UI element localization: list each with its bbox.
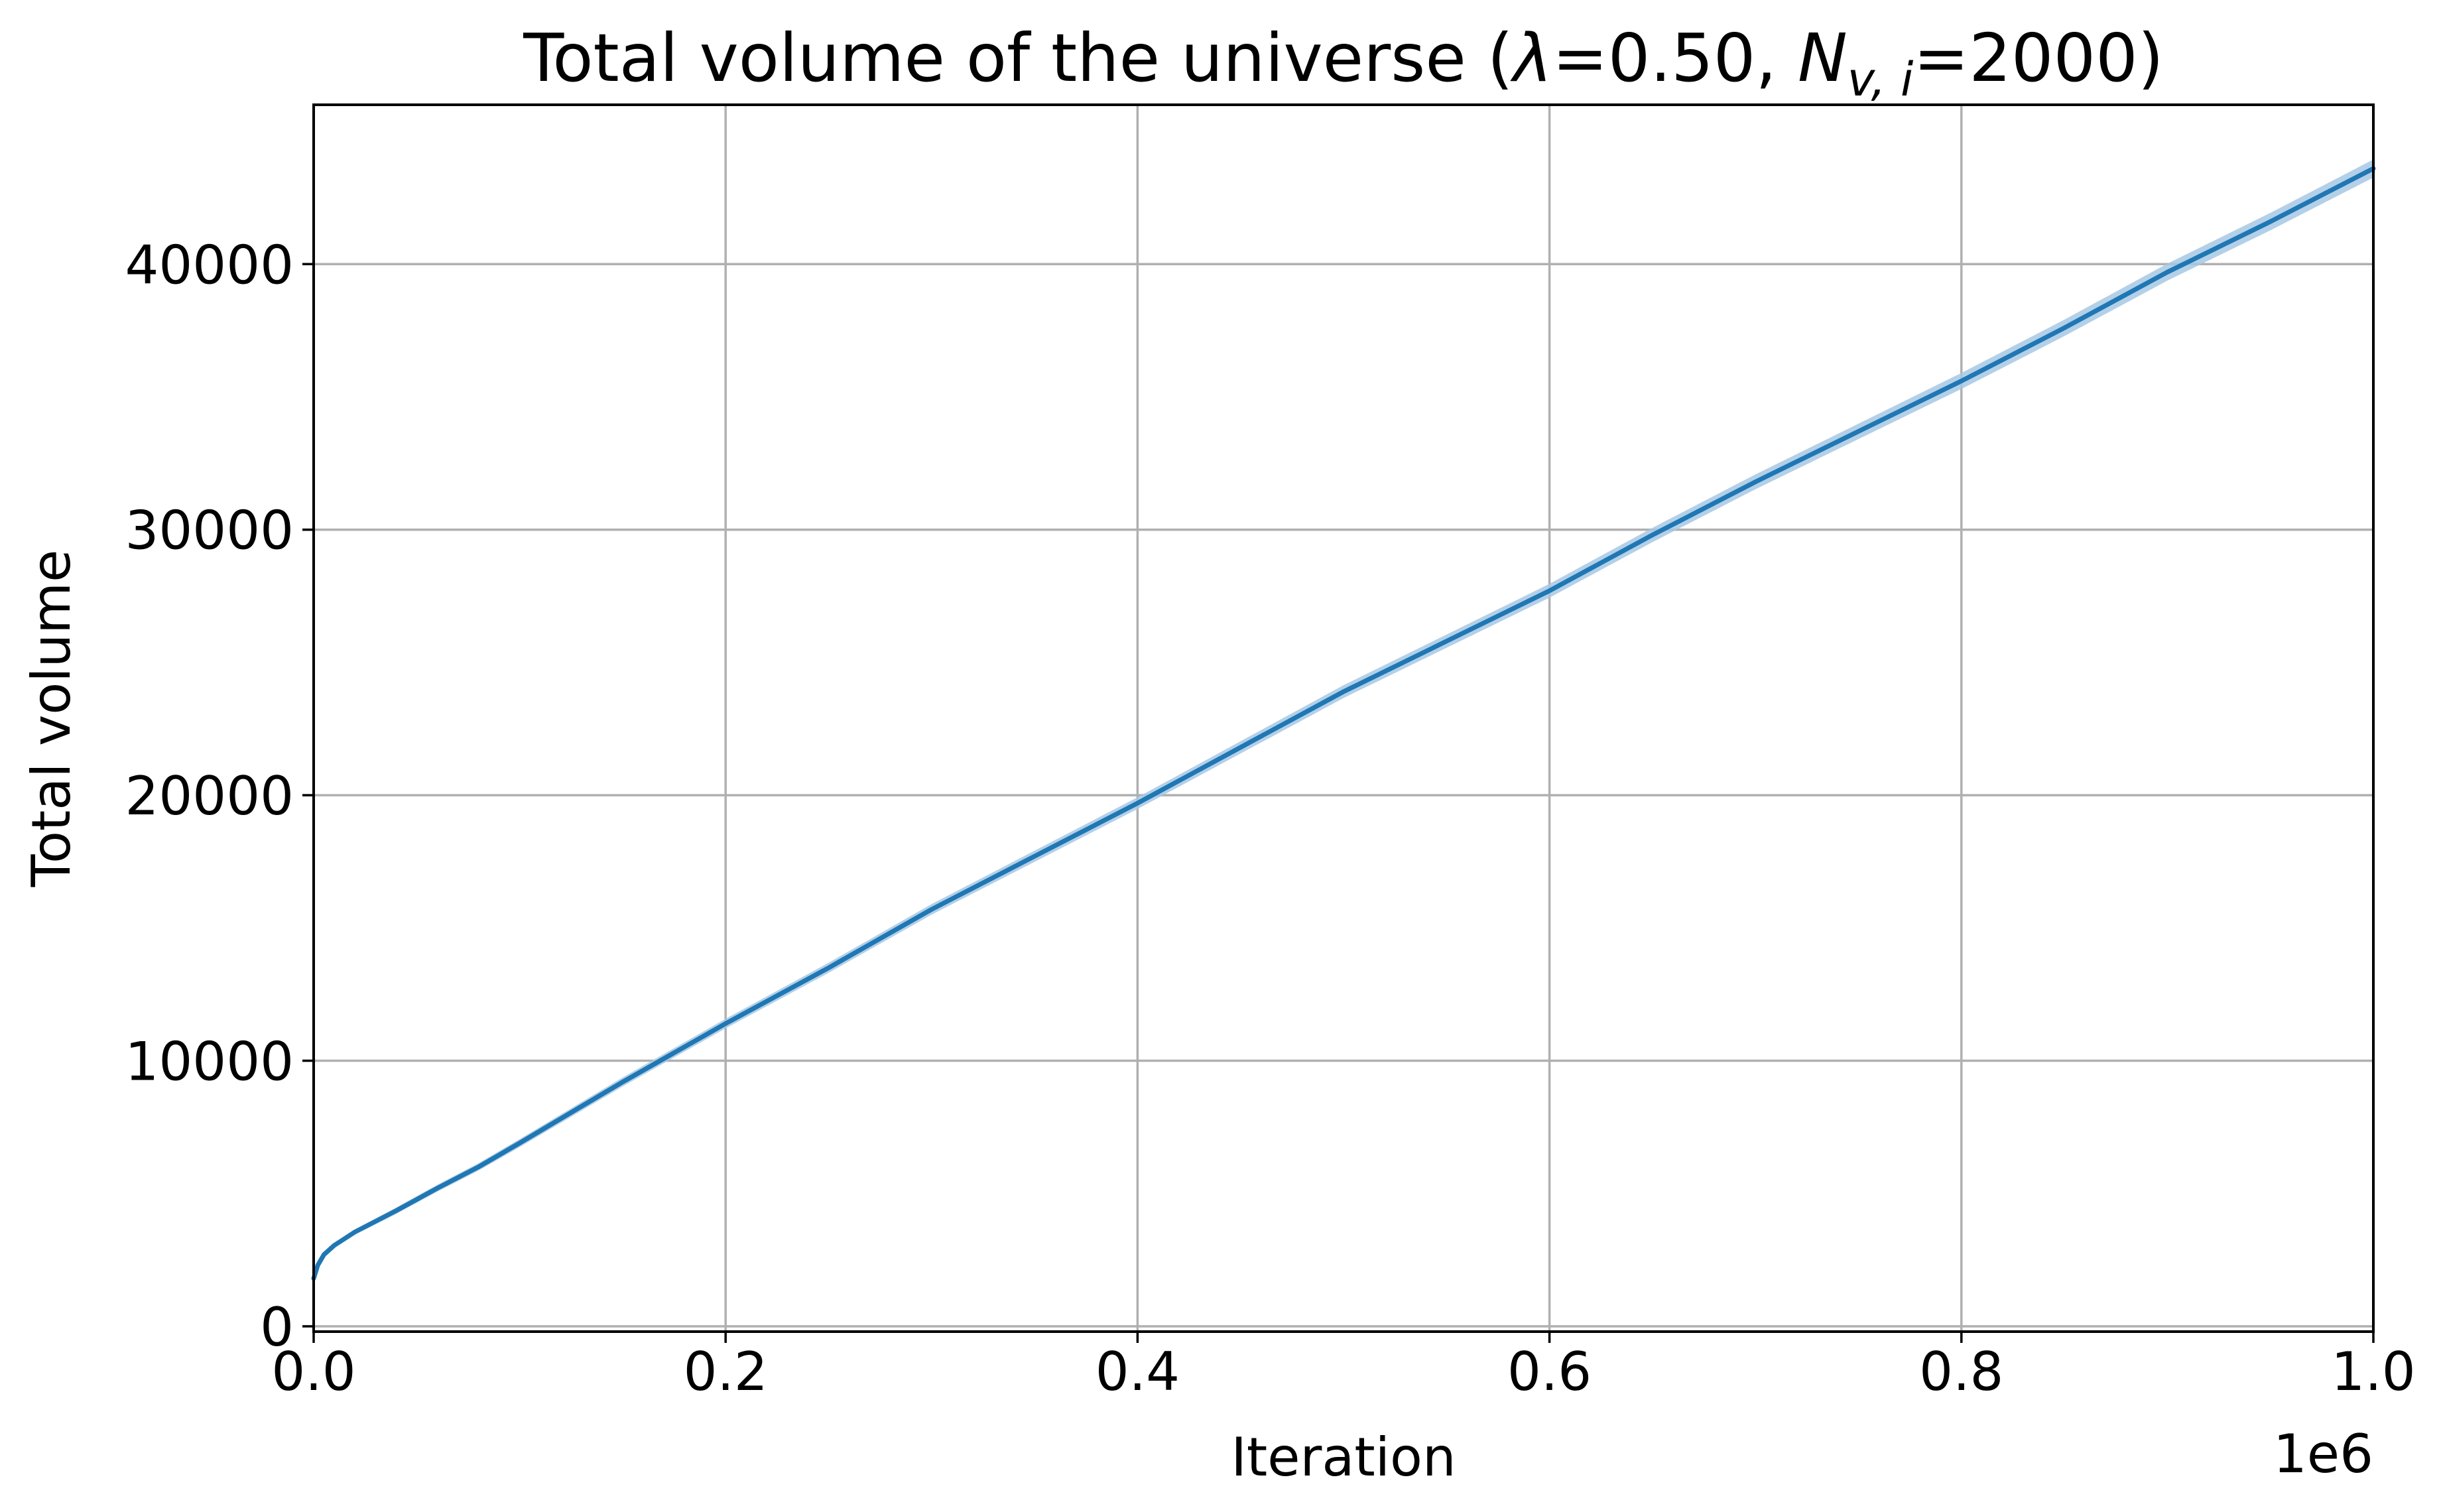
y-tick-label: 10000 xyxy=(125,1031,294,1093)
x-axis-offset-label: 1e6 xyxy=(2273,1423,2373,1485)
title-prefix: Total volume of the universe ( xyxy=(523,19,1513,97)
x-tick-label: 1.0 xyxy=(2331,1341,2415,1403)
y-axis-label: Total volume xyxy=(21,550,82,888)
y-axis-ticks: 0 10000 20000 30000 40000 xyxy=(125,234,314,1358)
x-tick-label: 0.0 xyxy=(271,1341,355,1403)
x-tick-label: 0.2 xyxy=(684,1341,768,1403)
x-axis-label: Iteration xyxy=(1231,1426,1456,1488)
title-n-symbol: N xyxy=(1798,19,1847,97)
plot-frame xyxy=(312,103,2375,1333)
y-tick-label: 20000 xyxy=(125,765,294,827)
chart-title: Total volume of the universe (λ=0.50, Nv… xyxy=(523,19,2163,107)
y-tick-label: 40000 xyxy=(125,234,294,296)
x-tick-label: 0.8 xyxy=(1919,1341,2003,1403)
series-line xyxy=(311,166,2376,1281)
x-tick-label: 0.4 xyxy=(1095,1341,1180,1403)
y-tick-label: 0 xyxy=(260,1296,294,1358)
x-tick-label: 0.6 xyxy=(1507,1341,1592,1403)
title-n-subscript: v, i xyxy=(1847,52,1914,107)
series-line-layer xyxy=(311,166,2376,1281)
title-lambda-value: =0.50, xyxy=(1552,19,1798,97)
title-lambda-symbol: λ xyxy=(1510,19,1552,97)
title-n-value: =2000) xyxy=(1913,19,2163,97)
x-axis-ticks: 0.0 0.2 0.4 0.6 0.8 1.0 xyxy=(271,1332,2416,1403)
y-tick-label: 30000 xyxy=(125,500,294,562)
